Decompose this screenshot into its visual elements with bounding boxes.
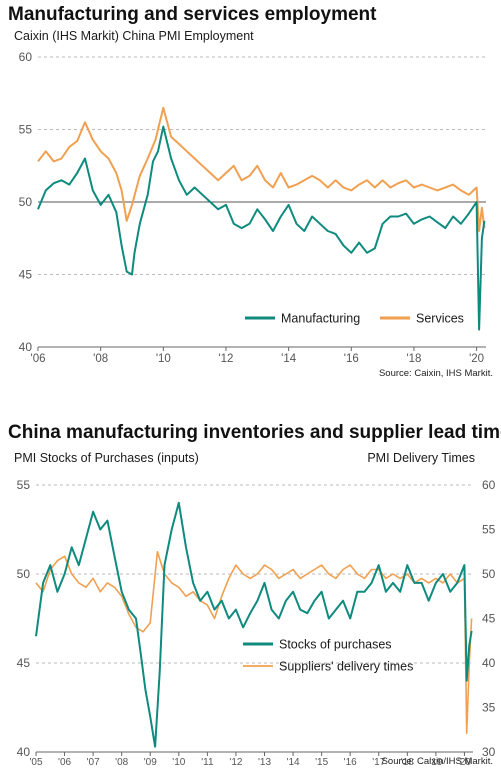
x-tick-label: '06 [31,353,46,365]
x-tick-label: '20 [469,353,484,365]
right-y-tick-label: 60 [482,478,496,492]
x-tick-label: '11 [201,757,214,768]
manufacturing-line [37,125,486,331]
left-y-tick-label: 50 [17,567,31,581]
x-tick-label: '08 [115,757,128,768]
y-tick-label: 60 [19,50,33,64]
x-tick-label: '05 [29,757,42,768]
right-y-tick-label: 30 [482,745,496,759]
x-tick-label: '09 [144,757,157,768]
x-tick-label: '13 [258,757,271,768]
source-note: Source: Caixin, IHS Markit. [378,368,493,379]
right-y-tick-label: 50 [482,567,496,581]
right-y-tick-label: 35 [482,701,496,715]
x-tick-label: '08 [93,353,108,365]
x-tick-label: '17 [372,757,385,768]
x-tick-label: '07 [87,757,100,768]
left-y-tick-label: 40 [17,745,31,759]
x-tick-label: '14 [281,353,297,365]
right-y-tick-label: 40 [482,656,496,670]
y-tick-label: 55 [19,123,33,137]
y-tick-label: 40 [19,340,33,354]
x-tick-label: '16 [344,757,357,768]
x-tick-label: '18 [401,757,414,768]
inventories-chart: China manufacturing inventories and supp… [0,418,501,772]
source-note: Source: Caixin/IHS Markit. [381,756,493,767]
delivery-times-line [35,551,473,735]
legend-manufacturing-label: Manufacturing [281,312,360,326]
x-tick-label: '18 [406,353,421,365]
inventories-plot: 40 45 50 55 30 35 40 45 50 55 60 '05 '06 '07 '08 '09 '10… [17,478,496,768]
stocks-line [35,501,473,748]
x-tick-label: '14 [287,757,300,768]
x-tick-label: '12 [218,353,233,365]
right-y-tick-label: 55 [482,523,496,537]
x-tick-label: '16 [344,353,359,365]
legend-delivery-label: Suppliers' delivery times [279,660,413,674]
left-y-tick-label: 55 [17,478,31,492]
x-tick-label: '20 [458,757,471,768]
legend-stocks-label: Stocks of purchases [279,638,392,652]
right-axis-label: PMI Delivery Times [367,451,475,465]
chart-subtitle: Caixin (IHS Markit) China PMI Employment [14,29,254,43]
employment-plot: 40 45 50 55 60 '06 '08 '10 '12 '14 '16 '18 '20 Manufa… [19,50,486,365]
x-tick-label: '10 [172,757,185,768]
x-tick-label: '12 [229,757,242,768]
services-line [37,106,486,232]
x-tick-label: '10 [156,353,171,365]
chart-title: Manufacturing and services employment [8,4,377,25]
left-y-tick-label: 45 [17,656,31,670]
y-tick-label: 45 [19,268,33,282]
x-tick-label: '19 [429,757,442,768]
left-axis-label: PMI Stocks of Purchases (inputs) [14,451,199,465]
right-y-tick-label: 45 [482,612,496,626]
employment-chart: Manufacturing and services employment Ca… [0,0,501,385]
y-tick-label: 50 [19,195,33,209]
chart-title: China manufacturing inventories and supp… [8,422,501,443]
x-tick-label: '06 [58,757,71,768]
x-tick-label: '15 [315,757,328,768]
legend-services-label: Services [416,312,464,326]
